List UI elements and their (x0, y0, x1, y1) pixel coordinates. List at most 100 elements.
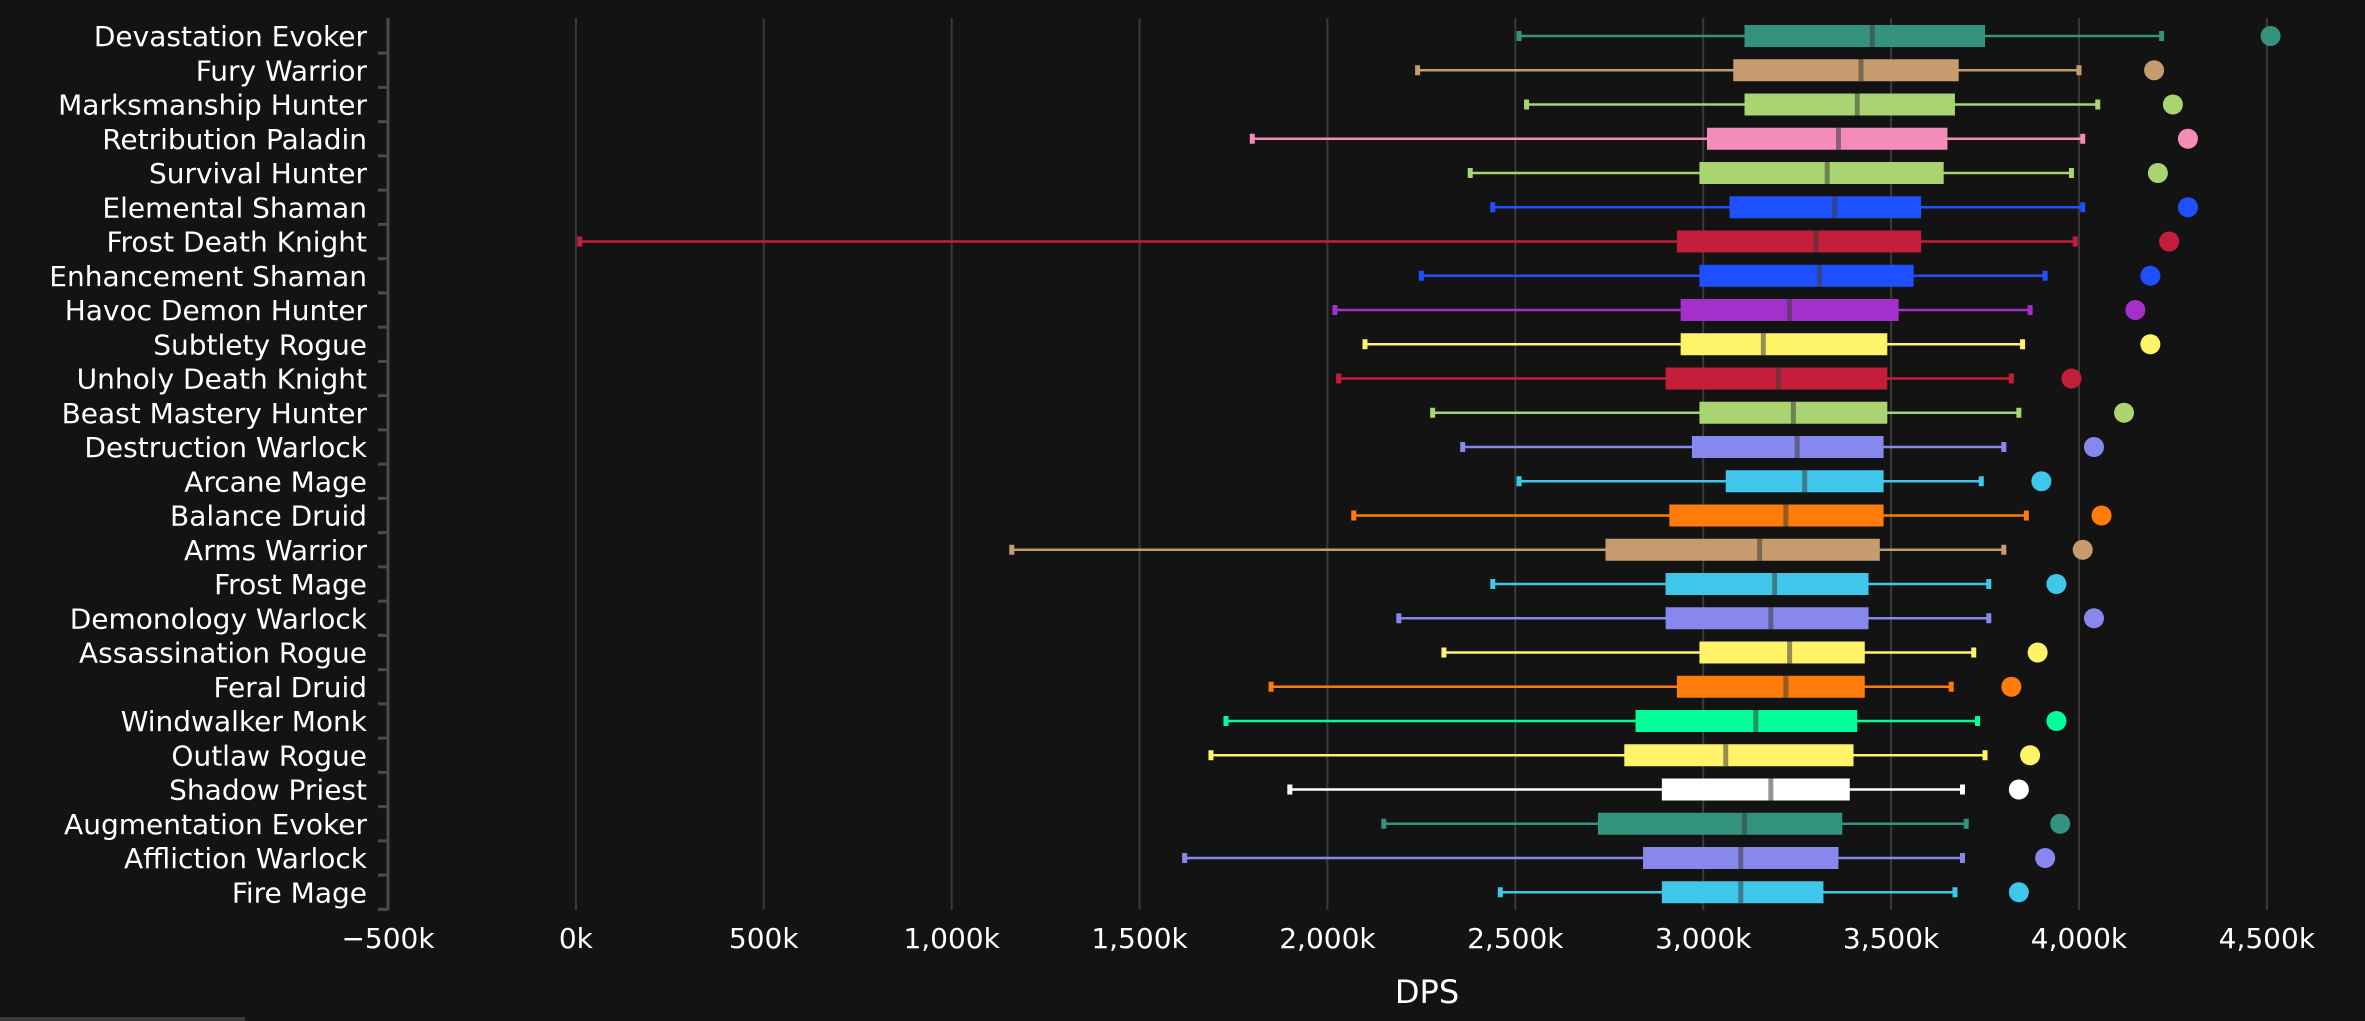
whisker-min-cap (1516, 476, 1522, 487)
median-mark (1738, 847, 1744, 869)
box-series (1497, 881, 2029, 904)
x-tick-label: 2,500k (1467, 922, 1564, 955)
whisker-min-cap (1223, 716, 1229, 726)
horizontal-scrollbar[interactable] (0, 1017, 245, 1021)
median-mark (1824, 162, 1830, 184)
median-mark (1783, 504, 1789, 527)
box-series (577, 230, 2180, 253)
iqr-box (1744, 25, 1986, 47)
series-boxes (577, 25, 2281, 904)
box-series (1396, 607, 2104, 630)
outlier-point (2177, 128, 2198, 149)
median-mark (1794, 436, 1800, 458)
box-series (1249, 127, 2198, 150)
outlier-point (2144, 60, 2165, 81)
whisker-max-cap (2042, 270, 2048, 281)
median-mark (1817, 264, 1823, 287)
iqr-box (1680, 333, 1888, 356)
outlier-point (2083, 437, 2104, 457)
iqr-box (1665, 607, 1869, 630)
median-mark (1790, 401, 1796, 424)
outlier-point (2001, 676, 2022, 697)
whisker-max-cap (2159, 31, 2165, 41)
outlier-point (2061, 368, 2082, 389)
median-mark (1787, 641, 1793, 664)
outlier-point (2260, 26, 2281, 46)
median-mark (1775, 367, 1781, 390)
box-series (1208, 744, 2041, 767)
median-mark (1869, 25, 1875, 47)
x-tick-label: 500k (729, 922, 799, 955)
whisker-min-cap (1490, 202, 1496, 213)
whisker-max-cap (2020, 339, 2026, 350)
iqr-box (1699, 641, 1865, 664)
whisker-max-cap (1952, 887, 1958, 898)
category-label: Fire Mage (232, 876, 367, 909)
iqr-box (1597, 812, 1843, 835)
box-series (1524, 93, 2183, 116)
x-tick-label: 1,000k (903, 922, 1000, 955)
outlier-point (2140, 334, 2161, 355)
whisker-max-cap (1986, 579, 1992, 589)
whisker-min-cap (1381, 818, 1387, 829)
category-label: Shadow Priest (169, 774, 367, 807)
median-mark (1768, 607, 1774, 630)
category-label: Marksmanship Hunter (58, 89, 367, 122)
outlier-point (2008, 882, 2029, 903)
x-tick-label: 2,000k (1279, 922, 1376, 955)
box-series (1490, 196, 2198, 219)
category-label: Unholy Death Knight (77, 363, 367, 396)
iqr-box (1699, 162, 1944, 184)
median-mark (1854, 93, 1860, 116)
whisker-max-cap (2080, 202, 2086, 213)
box-series (1351, 504, 2112, 527)
iqr-box (1699, 264, 1914, 287)
category-label: Arcane Mage (184, 465, 367, 498)
x-tick-label: 3,000k (1655, 922, 1752, 955)
box-series (1223, 710, 2067, 732)
outlier-point (2031, 471, 2052, 492)
iqr-box (1676, 230, 1922, 253)
whisker-min-cap (1249, 133, 1255, 144)
whisker-max-cap (2095, 99, 2101, 110)
outlier-point (2159, 231, 2180, 252)
category-label: Havoc Demon Hunter (65, 294, 368, 327)
box-series (1009, 538, 2093, 561)
median-mark (1768, 778, 1774, 801)
x-tick-label: 3,500k (1843, 922, 1940, 955)
median-mark (1742, 812, 1748, 835)
iqr-box (1665, 573, 1869, 595)
outlier-point (2083, 608, 2104, 629)
whisker-min-cap (1332, 305, 1338, 315)
category-label: Windwalker Monk (121, 705, 368, 738)
whisker-min-cap (1268, 681, 1274, 692)
outlier-point (2125, 300, 2146, 320)
box-series (1332, 299, 2146, 321)
box-series (1362, 333, 2161, 356)
category-label: Arms Warrior (184, 534, 367, 567)
whisker-max-cap (2001, 544, 2007, 555)
whisker-max-cap (2001, 442, 2007, 452)
whisker-min-cap (1351, 510, 1357, 521)
box-series (1415, 59, 2165, 82)
whisker-min-cap (1208, 750, 1214, 761)
category-label: Enhancement Shaman (49, 260, 367, 293)
box-series (1336, 367, 2082, 390)
whisker-min-cap (1490, 579, 1496, 589)
iqr-box (1624, 744, 1854, 767)
box-series (1441, 641, 2048, 664)
category-label: Survival Hunter (149, 157, 368, 190)
median-mark (1753, 710, 1759, 732)
whisker-min-cap (1467, 168, 1473, 178)
category-label: Frost Death Knight (106, 226, 367, 259)
median-mark (1757, 538, 1763, 561)
whisker-max-cap (2072, 236, 2078, 247)
outlier-point (2046, 711, 2067, 731)
whisker-max-cap (2027, 305, 2033, 315)
whisker-max-cap (1959, 853, 1965, 863)
box-series (1460, 436, 2104, 458)
median-mark (1772, 573, 1778, 595)
median-mark (1760, 333, 1766, 356)
iqr-box (1744, 93, 1955, 116)
